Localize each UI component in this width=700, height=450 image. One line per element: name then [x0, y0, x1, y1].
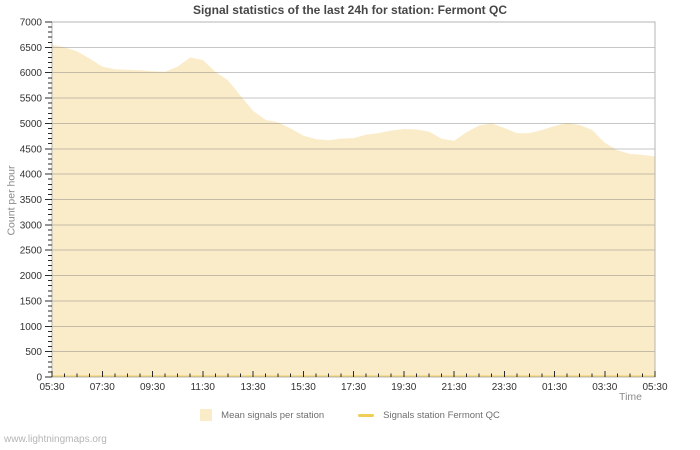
y-tick-label: 3000 [20, 220, 43, 231]
legend-area-label: Mean signals per station [221, 409, 325, 421]
x-tick-label: 15:30 [291, 382, 316, 393]
x-tick-label: 19:30 [391, 382, 416, 393]
y-axis-title: Count per hour [5, 165, 18, 236]
x-axis-title: Time [619, 391, 642, 403]
y-tick-label: 2500 [20, 246, 43, 257]
y-tick-label: 4000 [20, 170, 43, 181]
x-tick-label: 05:30 [39, 382, 64, 393]
y-tick-label: 2000 [20, 271, 43, 282]
x-tick-label: 09:30 [140, 382, 165, 393]
y-tick-label: 5000 [20, 119, 43, 130]
x-tick-label: 03:30 [592, 382, 617, 393]
y-tick-label: 4500 [20, 144, 43, 155]
legend-area-swatch-icon [200, 409, 213, 421]
x-tick-label: 01:30 [542, 382, 567, 393]
y-tick-label: 6000 [20, 68, 43, 79]
y-tick-label: 1000 [20, 322, 43, 333]
y-tick-label: 3500 [20, 195, 43, 206]
y-tick-label: 6500 [20, 43, 43, 54]
x-tick-label: 07:30 [90, 382, 115, 393]
y-tick-label: 5500 [20, 94, 43, 105]
y-tick-label: 1500 [20, 296, 43, 307]
area-series-mean-signals [52, 44, 655, 378]
y-tick-label: 0 [36, 373, 42, 384]
x-tick-label: 21:30 [441, 382, 466, 393]
chart-title: Signal statistics of the last 24h for st… [192, 3, 508, 17]
legend-line-swatch-icon [358, 413, 375, 417]
y-tick-label: 500 [25, 347, 42, 358]
legend: Mean signals per station Signals station… [0, 409, 700, 421]
y-tick-label: 7000 [20, 18, 43, 29]
x-tick-label: 13:30 [240, 382, 265, 393]
legend-line-label: Signals station Fermont QC [383, 409, 500, 421]
x-tick-label: 05:30 [642, 382, 667, 393]
watermark-link: www.lightningmaps.org [4, 434, 107, 445]
x-tick-label: 17:30 [341, 382, 366, 393]
x-tick-label: 23:30 [492, 382, 517, 393]
x-tick-label: 11:30 [191, 382, 216, 393]
